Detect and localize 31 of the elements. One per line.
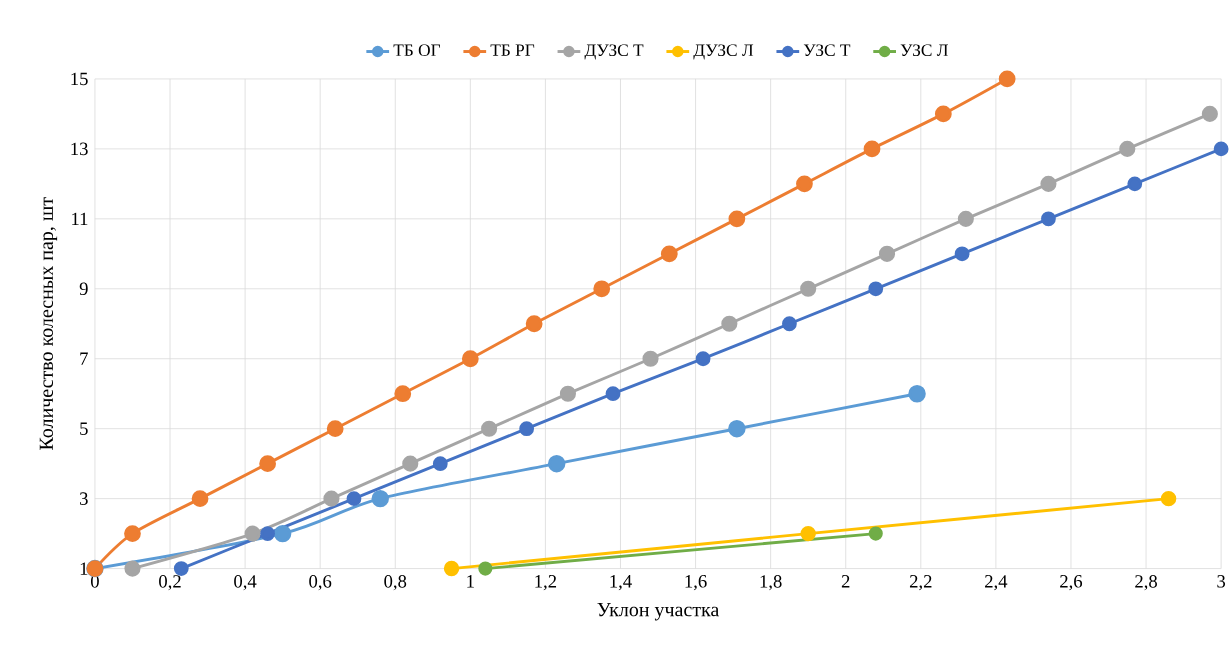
y-tick-label: 3 bbox=[80, 492, 88, 506]
y-tick-label: 15 bbox=[71, 72, 88, 86]
y-tick-label: 9 bbox=[79, 282, 88, 296]
x-tick-label: 0,8 bbox=[384, 575, 407, 591]
x-tick-label: 1 bbox=[467, 575, 474, 588]
x-tick-label: 1,4 bbox=[610, 575, 632, 591]
legend-label: УЗС Л bbox=[900, 44, 948, 57]
x-tick-label: 2,6 bbox=[1060, 575, 1083, 591]
y-tick-label: 7 bbox=[80, 352, 88, 366]
y-tick-label: 1 bbox=[80, 562, 88, 575]
x-tick-label: 1,2 bbox=[535, 575, 557, 591]
x-tick-label: 0,2 bbox=[159, 575, 181, 591]
legend-label: ДУЗС Т bbox=[584, 44, 644, 60]
x-tick-label: 2,2 bbox=[909, 575, 932, 591]
y-axis-title: Количество колесных пар, шт bbox=[39, 197, 58, 451]
legend-label: ТБ ОГ bbox=[393, 44, 441, 57]
x-tick-label: 1,6 bbox=[685, 575, 707, 591]
x-tick-label: 2,4 bbox=[985, 575, 1008, 591]
x-tick-label: 2,8 bbox=[1135, 575, 1157, 591]
y-tick-label: 13 bbox=[71, 142, 88, 156]
legend-label: ДУЗС Л bbox=[693, 44, 754, 60]
x-tick-label: 3 bbox=[1217, 575, 1226, 588]
legend-label: УЗС Т bbox=[803, 44, 851, 57]
x-tick-label: 0,6 bbox=[309, 575, 332, 591]
y-tick-label: 5 bbox=[80, 422, 88, 436]
y-tick-label: 11 bbox=[72, 212, 88, 226]
x-tick-label: 0,4 bbox=[234, 575, 257, 591]
legend-label: ТБ РГ bbox=[490, 44, 535, 57]
x-axis-title: Уклон участка bbox=[597, 603, 720, 621]
x-tick-label: 1,8 bbox=[760, 575, 782, 591]
x-tick-label: 2 bbox=[841, 575, 850, 588]
